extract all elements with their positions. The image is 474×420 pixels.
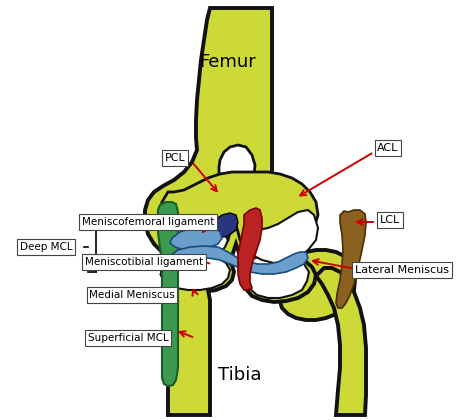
Polygon shape — [238, 208, 262, 290]
Polygon shape — [246, 210, 318, 263]
Text: PCL: PCL — [164, 153, 185, 163]
Text: Medial Meniscus: Medial Meniscus — [89, 290, 175, 300]
Text: Tibia: Tibia — [218, 366, 262, 384]
Polygon shape — [162, 272, 210, 415]
Polygon shape — [170, 246, 308, 274]
Polygon shape — [336, 210, 366, 308]
Polygon shape — [208, 213, 238, 238]
Polygon shape — [219, 145, 255, 193]
Polygon shape — [145, 8, 355, 320]
Polygon shape — [316, 268, 366, 415]
Polygon shape — [170, 226, 222, 250]
Polygon shape — [165, 225, 228, 256]
Polygon shape — [244, 254, 316, 302]
Polygon shape — [164, 256, 230, 290]
Text: Meniscofemoral ligament: Meniscofemoral ligament — [82, 217, 214, 227]
Polygon shape — [160, 172, 318, 252]
Text: Femur: Femur — [200, 53, 256, 71]
Polygon shape — [162, 256, 234, 292]
Text: Lateral Meniscus: Lateral Meniscus — [355, 265, 449, 275]
Polygon shape — [246, 254, 309, 298]
Text: Deep MCL: Deep MCL — [20, 242, 73, 252]
Polygon shape — [158, 202, 178, 386]
Text: ACL: ACL — [377, 143, 399, 153]
Text: LCL: LCL — [380, 215, 400, 225]
Text: Meniscotibial ligament: Meniscotibial ligament — [85, 257, 203, 267]
Text: Superficial MCL: Superficial MCL — [88, 333, 168, 343]
